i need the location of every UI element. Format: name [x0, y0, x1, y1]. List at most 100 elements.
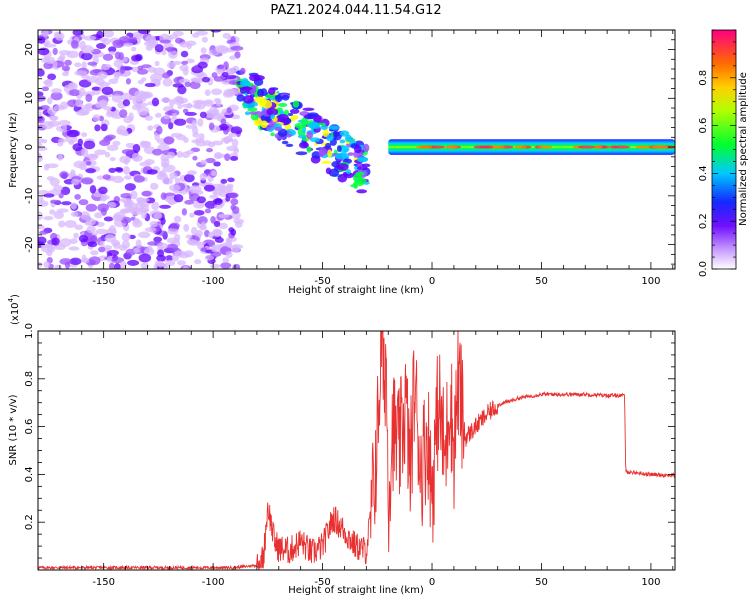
noise-blob	[193, 209, 205, 216]
noise-blob	[182, 265, 189, 269]
transition-blob	[236, 94, 245, 102]
noise-blob	[213, 229, 222, 237]
y-tick-label: -10	[24, 188, 35, 204]
noise-blob	[132, 152, 140, 161]
noise-blob	[123, 42, 134, 47]
noise-blob	[140, 77, 147, 82]
noise-blob	[85, 168, 96, 174]
noise-blob	[129, 95, 137, 101]
transition-blob	[239, 79, 250, 87]
noise-blob	[162, 78, 173, 87]
noise-blob	[218, 123, 229, 131]
x-tick-label: -100	[202, 577, 225, 588]
noise-blob	[102, 53, 114, 61]
noise-blob	[211, 244, 218, 253]
y-tick-label: -20	[24, 236, 35, 252]
noise-blob	[78, 234, 89, 243]
noise-blob	[66, 129, 80, 138]
noise-blob	[51, 88, 62, 94]
noise-blob	[165, 259, 176, 266]
noise-blob	[149, 220, 158, 228]
noise-blob	[181, 103, 194, 108]
noise-blob	[168, 200, 176, 206]
transition-blob	[262, 99, 273, 109]
noise-blob	[49, 115, 59, 121]
noise-blob	[142, 141, 152, 148]
noise-blob	[108, 262, 115, 269]
noise-blob	[230, 126, 243, 135]
transition-blob	[328, 168, 340, 177]
transition-blob	[247, 107, 258, 112]
transition-blob	[339, 130, 350, 137]
noise-blob	[44, 43, 57, 48]
transition-blob	[320, 125, 328, 131]
noise-blob	[58, 220, 66, 228]
transition-blob	[295, 151, 308, 156]
noise-blob	[167, 227, 179, 235]
noise-blob	[113, 71, 121, 78]
noise-blob	[182, 108, 189, 114]
transition-blob	[322, 129, 330, 138]
noise-blob	[217, 185, 227, 192]
noise-blob	[131, 66, 138, 73]
line-hotspot	[415, 145, 433, 149]
noise-blob	[39, 230, 49, 235]
noise-blob	[97, 71, 108, 80]
x-tick-label: -150	[92, 276, 115, 287]
snr-scale-prefix: (x10	[10, 302, 21, 325]
x-tick-label: 50	[535, 276, 548, 287]
noise-blob	[214, 153, 227, 158]
noise-blob	[85, 93, 93, 103]
noise-blob	[229, 55, 237, 60]
noise-blob	[156, 254, 166, 262]
noise-blob	[204, 208, 212, 214]
noise-blob	[151, 97, 160, 107]
transition-blob	[254, 96, 267, 103]
noise-blob	[101, 64, 110, 71]
noise-blob	[81, 254, 87, 263]
noise-blob	[109, 156, 116, 162]
noise-blob	[172, 83, 184, 88]
noise-blob	[205, 147, 213, 153]
noise-blob	[119, 109, 128, 118]
noise-blob	[79, 40, 86, 50]
noise-blob	[230, 45, 244, 51]
noise-blob	[200, 221, 207, 230]
noise-blob	[145, 45, 153, 51]
y-tick-label: 1.0	[24, 323, 35, 339]
noise-blob	[43, 261, 50, 268]
noise-blob	[138, 253, 152, 263]
transition-blob	[270, 132, 275, 137]
noise-blob	[114, 262, 121, 269]
noise-blob	[80, 211, 91, 220]
noise-blob	[115, 167, 124, 173]
noise-blob	[177, 260, 186, 266]
x-tick-label: 0	[429, 276, 435, 287]
noise-blob	[99, 37, 107, 42]
snr-xlabel: Height of straight line (km)	[288, 585, 424, 596]
noise-blob	[186, 58, 195, 64]
noise-blob	[195, 140, 207, 147]
transition-blob	[277, 102, 288, 107]
noise-blob	[217, 64, 225, 70]
noise-blob	[147, 125, 154, 131]
noise-blob	[108, 225, 117, 234]
noise-blob	[169, 172, 178, 180]
transition-blob	[307, 112, 319, 117]
x-tick-label: -50	[314, 276, 330, 287]
transition-blob	[335, 152, 347, 160]
noise-blob	[112, 39, 125, 49]
noise-blob	[121, 232, 131, 242]
transition-blob	[277, 128, 288, 138]
noise-blob	[101, 86, 114, 95]
noise-blob	[199, 172, 208, 181]
noise-blob	[38, 142, 43, 147]
noise-blob	[231, 138, 239, 148]
noise-blob	[210, 88, 223, 96]
noise-blob	[227, 177, 235, 183]
noise-blob	[87, 241, 98, 248]
noise-blob	[200, 247, 207, 252]
noise-blob	[61, 65, 71, 72]
noise-blob	[53, 104, 65, 111]
